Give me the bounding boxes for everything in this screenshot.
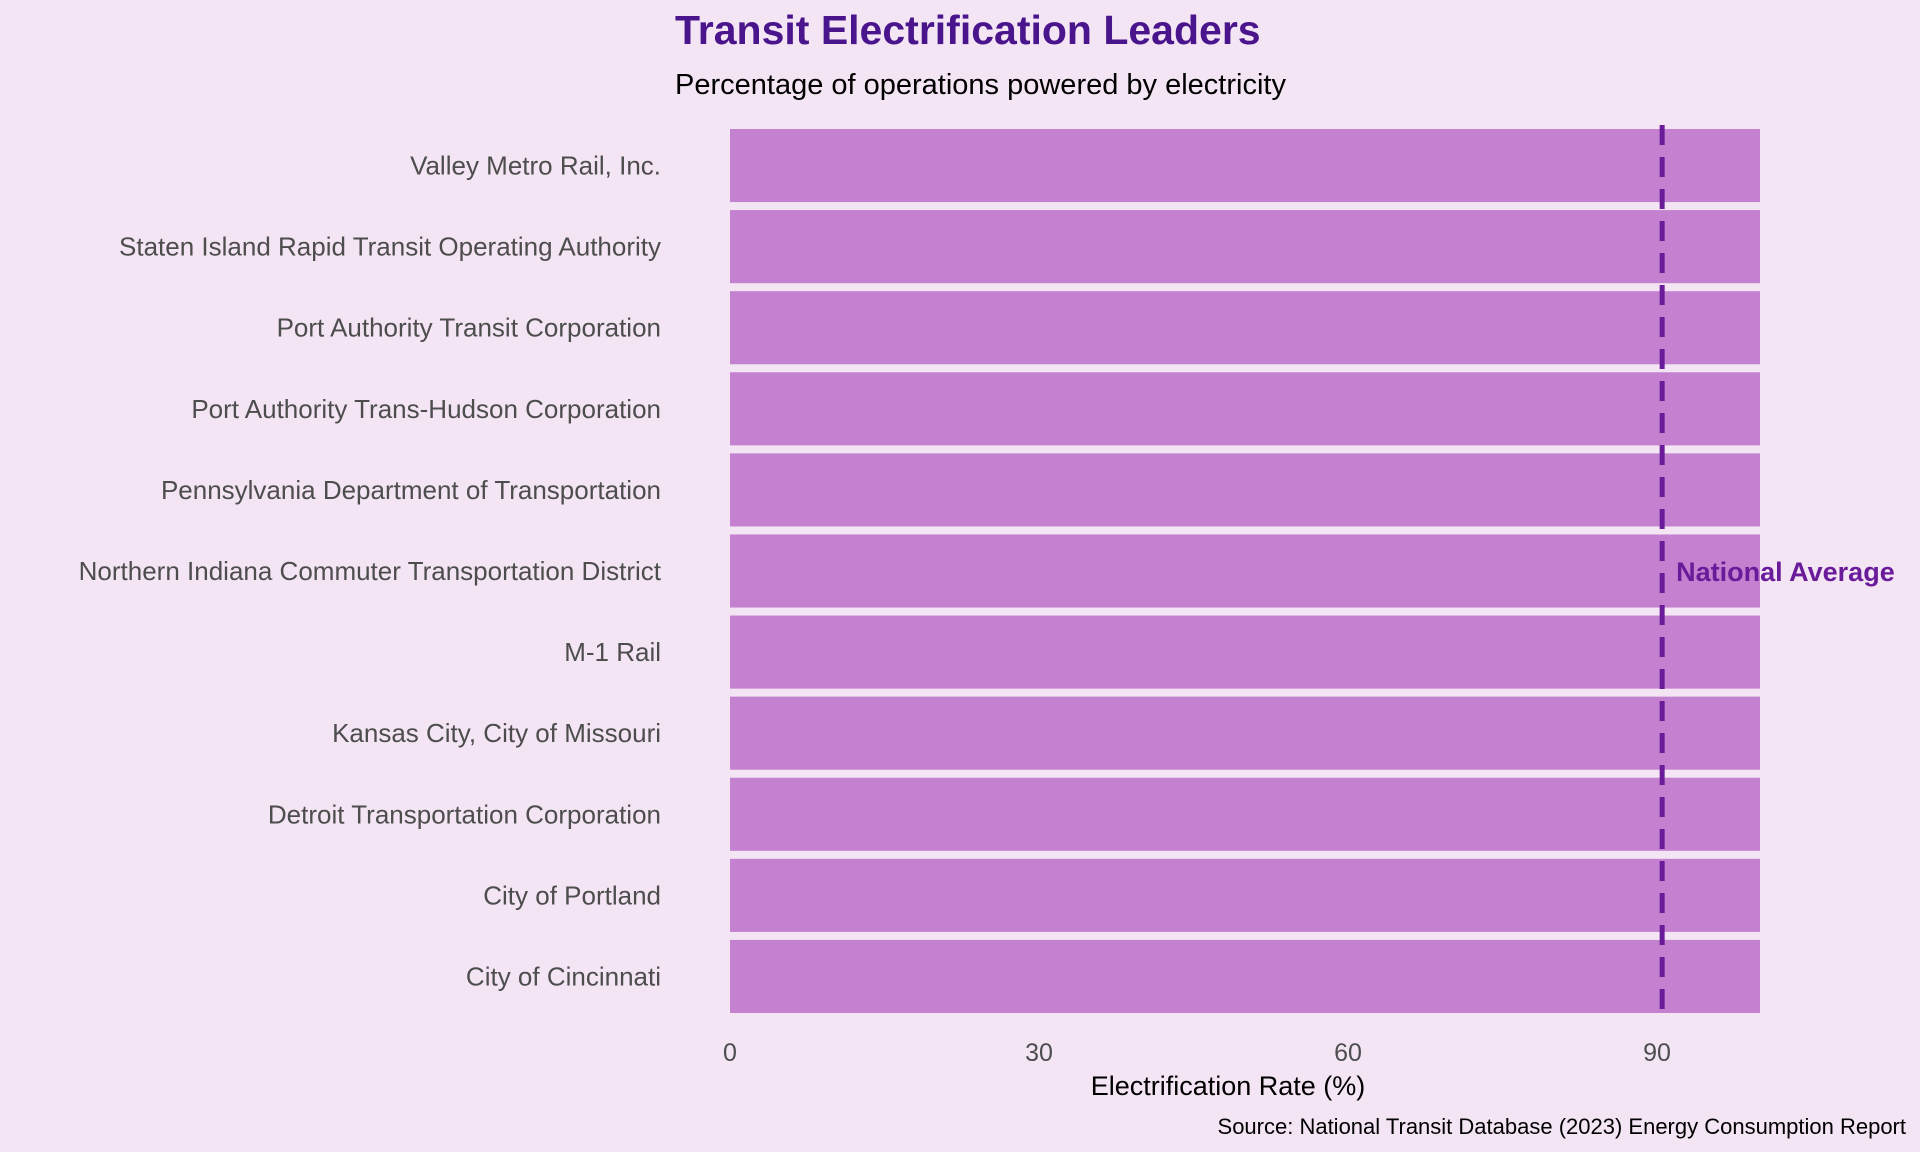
chart-title: Transit Electrification Leaders — [675, 7, 1261, 53]
bar — [730, 291, 1760, 365]
category-label: City of Cincinnati — [466, 961, 661, 991]
bar — [730, 534, 1760, 608]
bar — [730, 372, 1760, 446]
bar — [730, 129, 1760, 203]
x-axis-ticks: 0 30 60 90 — [723, 1039, 1671, 1067]
bar — [730, 615, 1760, 689]
category-label: Port Authority Transit Corporation — [277, 313, 661, 343]
category-label: City of Portland — [483, 880, 661, 910]
bar — [730, 696, 1760, 770]
x-tick-label: 30 — [1025, 1039, 1053, 1067]
category-label: Detroit Transportation Corporation — [268, 799, 661, 829]
bars-group — [730, 129, 1760, 1013]
x-tick-label: 0 — [723, 1039, 737, 1067]
category-labels: Valley Metro Rail, Inc. Staten Island Rap… — [79, 151, 662, 992]
category-label: Kansas City, City of Missouri — [332, 718, 661, 748]
reference-line-group: National Average — [1659, 125, 1895, 1017]
bar — [730, 453, 1760, 527]
bar — [730, 777, 1760, 851]
bar — [730, 858, 1760, 932]
national-average-label: National Average — [1676, 557, 1895, 587]
x-tick-label: 90 — [1643, 1039, 1671, 1067]
category-label: Pennsylvania Department of Transportatio… — [161, 475, 661, 505]
x-axis-title: Electrification Rate (%) — [1091, 1071, 1366, 1101]
bar — [730, 210, 1760, 284]
bar — [730, 939, 1760, 1013]
x-tick-label: 60 — [1334, 1039, 1362, 1067]
category-label: Northern Indiana Commuter Transportation… — [79, 556, 662, 586]
category-label: Staten Island Rapid Transit Operating Au… — [119, 232, 661, 262]
chart-caption: Source: National Transit Database (2023)… — [1218, 1114, 1906, 1139]
category-label: M-1 Rail — [564, 637, 661, 667]
category-label: Port Authority Trans-Hudson Corporation — [191, 394, 661, 424]
category-label: Valley Metro Rail, Inc. — [410, 151, 661, 181]
chart-subtitle: Percentage of operations powered by elec… — [675, 69, 1286, 101]
